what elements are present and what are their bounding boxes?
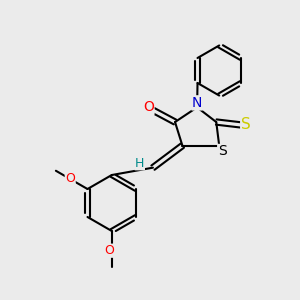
Text: N: N bbox=[192, 96, 202, 110]
Text: S: S bbox=[218, 145, 226, 158]
Text: O: O bbox=[143, 100, 154, 114]
Text: O: O bbox=[104, 244, 114, 257]
Text: H: H bbox=[135, 157, 144, 170]
Text: O: O bbox=[65, 172, 75, 185]
Text: S: S bbox=[241, 118, 250, 133]
